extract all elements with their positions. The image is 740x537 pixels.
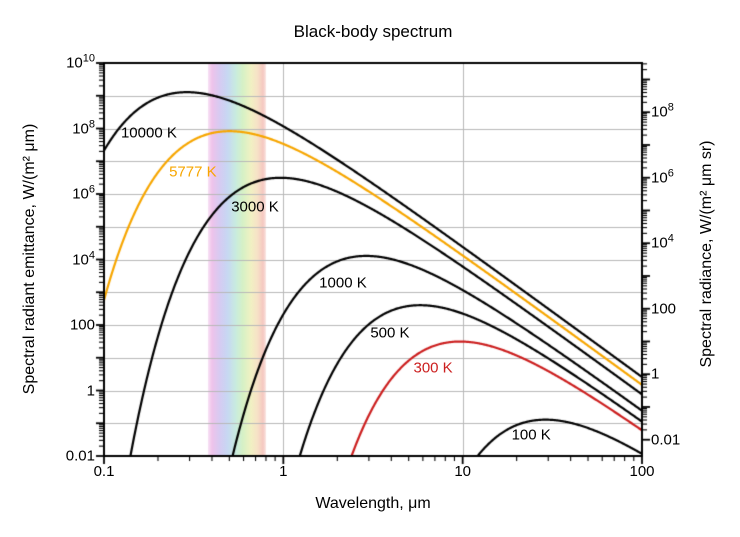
x-tick-label: 10 bbox=[454, 463, 471, 480]
x-axis-label: Wavelength, μm bbox=[315, 495, 431, 512]
y-right-tick-label: 104 bbox=[651, 232, 674, 252]
chart-title: Black-body spectrum bbox=[293, 22, 453, 41]
y-axis-right-label: Spectral radiance, W/(m² μm sr) bbox=[698, 140, 715, 368]
series-label-3000k: 3000 K bbox=[231, 198, 279, 216]
y-right-tick-label: 1 bbox=[651, 365, 660, 383]
y-left-tick-label: 100 bbox=[69, 316, 95, 334]
y-left-tick-label: 1010 bbox=[66, 52, 95, 72]
series-label-1000k: 1000 K bbox=[319, 274, 367, 292]
series-label-100k: 100 K bbox=[511, 426, 551, 444]
y-right-tick-label: 100 bbox=[651, 300, 677, 318]
y-left-tick-label: 108 bbox=[72, 118, 95, 137]
x-tick-label: 100 bbox=[629, 463, 655, 480]
y-left-tick-label: 106 bbox=[72, 183, 95, 203]
y-right-tick-label: 106 bbox=[651, 167, 674, 187]
y-right-tick-label: 108 bbox=[651, 101, 674, 121]
series-label-300k: 300 K bbox=[413, 359, 453, 377]
x-tick-label: 0.1 bbox=[93, 463, 115, 480]
y-left-tick-label: 0.01 bbox=[65, 447, 95, 465]
y-left-tick-label: 1 bbox=[86, 382, 95, 399]
y-right-tick-label: 0.01 bbox=[651, 431, 681, 449]
series-label-500k: 500 K bbox=[370, 324, 410, 342]
series-label-5777k: 5777 K bbox=[169, 163, 217, 181]
x-tick-label: 1 bbox=[279, 463, 288, 480]
y-left-tick-label: 104 bbox=[72, 249, 95, 268]
series-label-10000k: 10000 K bbox=[120, 124, 177, 142]
